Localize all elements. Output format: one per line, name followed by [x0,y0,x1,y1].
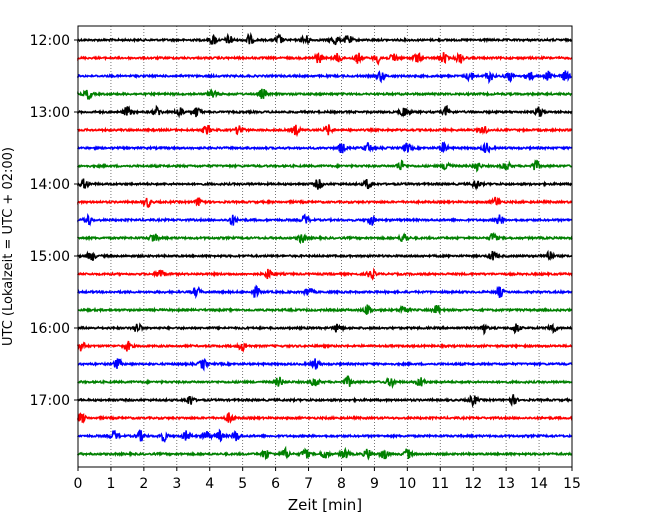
x-tick-label-13: 13 [497,476,515,492]
seismic-traces [77,31,573,461]
trace-1200 [77,31,573,46]
trace-1730 [77,428,573,443]
x-tick-label-6: 6 [271,476,280,492]
y-axis-ticks: 12:00 13:00 14:00 15:00 16:00 17:00 [30,33,78,409]
x-tick-label-3: 3 [172,476,181,492]
x-tick-label-11: 11 [431,476,449,492]
trace-1345 [77,159,573,173]
trace-1645 [77,375,573,389]
trace-1715 [77,411,573,424]
y-tick-label-1700: 17:00 [30,393,70,409]
x-tick-label-12: 12 [464,476,482,492]
trace-1245 [77,88,573,101]
y-tick-label-1400: 14:00 [30,177,70,193]
trace-1215 [77,51,573,66]
x-tick-label-8: 8 [337,476,346,492]
trace-1300 [77,104,573,119]
x-tick-label-0: 0 [74,476,83,492]
trace-1315 [77,124,573,138]
x-axis-label: Zeit [min] [288,496,362,514]
y-tick-label-1600: 16:00 [30,321,70,337]
trace-1330 [77,140,573,154]
x-axis-ticks: 0 1 2 3 4 5 6 7 8 9 10 11 12 13 14 15 [74,467,581,492]
x-tick-label-15: 15 [563,476,581,492]
trace-1415 [77,196,573,209]
trace-1615 [77,340,573,353]
x-tick-label-1: 1 [106,476,115,492]
trace-1545 [78,304,573,316]
trace-1600 [77,322,573,336]
y-tick-label-1500: 15:00 [30,249,70,265]
trace-1230 [77,70,572,85]
trace-1530 [77,284,573,300]
y-tick-label-1200: 12:00 [30,33,70,49]
trace-1500 [77,249,573,261]
trace-1445 [77,231,573,245]
x-tick-label-14: 14 [530,476,548,492]
x-tick-label-4: 4 [205,476,214,492]
trace-1745 [77,445,573,461]
trace-1630 [77,357,573,372]
x-tick-label-9: 9 [370,476,379,492]
x-tick-label-7: 7 [304,476,313,492]
plot-frame [77,25,573,468]
y-tick-label-1300: 13:00 [30,105,70,121]
trace-1400 [77,178,573,191]
trace-1430 [77,212,573,227]
x-tick-label-5: 5 [238,476,247,492]
trace-1515 [77,267,573,281]
trace-1700 [77,394,573,408]
x-tick-label-10: 10 [398,476,416,492]
y-axis-label: UTC (Lokalzeit = UTC + 02:00) [1,147,16,346]
x-tick-label-2: 2 [139,476,148,492]
